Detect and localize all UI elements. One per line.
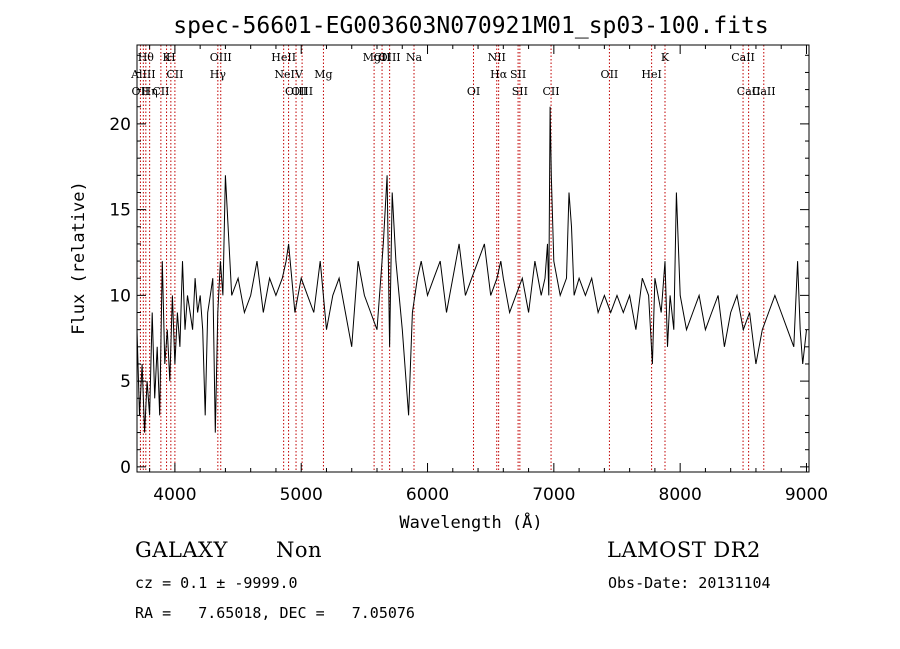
line-label: OIII [291,85,313,98]
y-tick-label: 10 [109,286,131,306]
y-tick-label: 0 [120,458,131,478]
line-label: OI [467,85,480,98]
y-axis-label: Flux (relative) [69,181,89,335]
x-tick-label: 4000 [153,485,196,505]
line-label: Hγ [210,68,227,81]
line-label: K [162,51,171,64]
line-label: OIII [379,51,401,64]
line-label: CaII [737,85,761,98]
line-label: CII [166,68,183,81]
y-tick-label: 15 [109,201,131,221]
line-label: SII [512,85,528,98]
line-label: CII [373,51,390,64]
line-label: Mg [314,68,332,81]
object-class: GALAXY [135,538,228,562]
chart-title: spec-56601-EG003603N070921M01_sp03-100.f… [173,13,768,39]
line-label: OII [601,68,619,81]
line-markers [139,45,765,472]
y-tick-label: 20 [109,115,131,135]
line-label: OIII [285,85,307,98]
line-label: H [166,51,176,64]
line-label: CII [152,85,169,98]
line-label: Na [406,51,423,64]
line-label: CaII [731,51,755,64]
spectrum-series [136,106,807,433]
plot-frame [136,44,810,473]
line-label: MgI [363,51,386,64]
y-axis-ticks: 0 5 10 15 20 [109,54,809,478]
x-axis-label: Wavelength (Å) [399,511,542,533]
spectrum-plot: spec-56601-EG003603N070921M01_sp03-100.f… [69,13,828,533]
ra-dec: RA = 7.65018, DEC = 7.05076 [135,604,415,622]
y-tick-label: 5 [120,372,131,392]
line-label: Hα [490,68,508,81]
line-label: HeI [641,68,661,81]
survey-name: LAMOST DR2 [607,538,761,562]
x-tick-label: 5000 [280,485,323,505]
x-tick-label: 8000 [659,485,702,505]
obs-date: Obs-Date: 20131104 [608,574,771,592]
line-label: AlIII [130,68,156,81]
line-label: SII [510,68,526,81]
line-label: HeII [271,51,296,64]
line-label: NeIV [274,68,303,81]
line-label: Hθ [138,51,155,64]
x-tick-label: 6000 [406,485,449,505]
x-tick-label: 7000 [532,485,575,505]
line-label: CII [543,85,560,98]
x-axis-ticks: 4000 5000 6000 7000 8000 9000 [149,45,828,505]
line-label: CaII [752,85,776,98]
line-label: NII [488,51,506,64]
object-subclass: Non [276,538,323,562]
x-tick-label: 9000 [785,485,828,505]
redshift-cz: cz = 0.1 ± -9999.0 [135,574,298,592]
line-label: Hη [142,85,158,98]
line-label: OIII [210,51,232,64]
line-label: OII [132,85,150,98]
line-label: K [661,51,670,64]
